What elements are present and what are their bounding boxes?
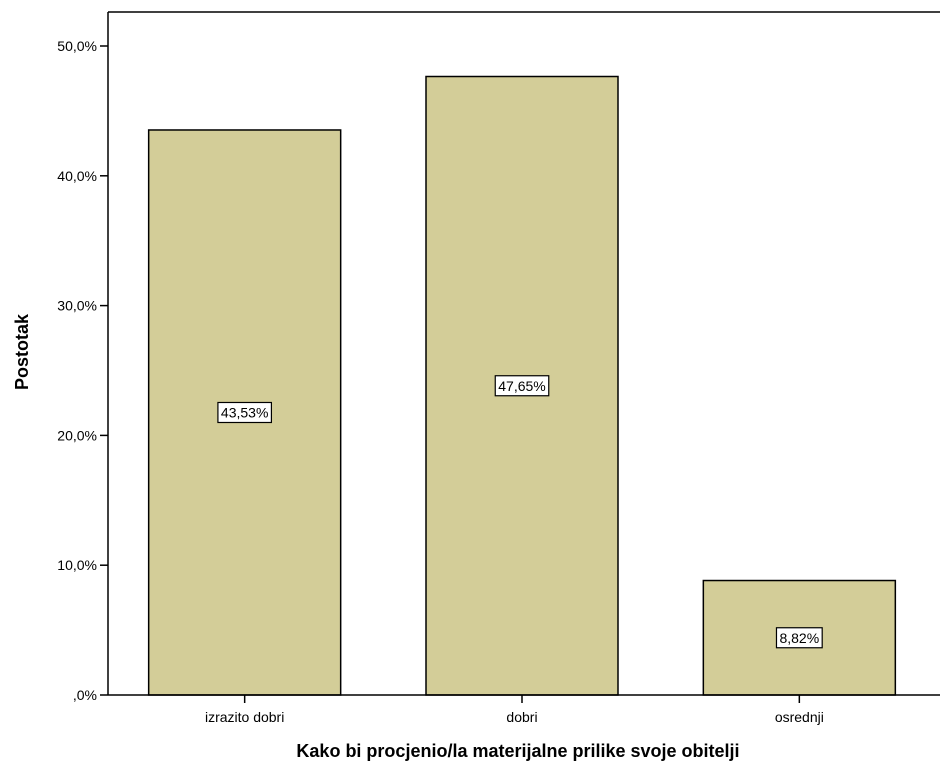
y-tick-label-0: ,0%: [73, 687, 97, 703]
data-label-box-2: [775, 627, 823, 649]
data-label-1: 47,65%: [494, 375, 550, 397]
y-tick-label-3: 30,0%: [57, 298, 97, 314]
x-axis-title: Kako bi procjenio/la materijalne prilike…: [296, 741, 739, 761]
data-label-text-1: 47,65%: [498, 378, 545, 394]
y-tick-label-1: 10,0%: [57, 557, 97, 573]
data-label-0: 43,53%: [217, 401, 273, 424]
data-label-box-1: [494, 375, 550, 397]
y-tick-label-5: 50,0%: [57, 38, 97, 54]
data-label-text-2: 8,82%: [779, 630, 819, 646]
axes-layer: ,0% 10,0% 20,0% 30,0% 40,0% 50,0% izrazito dob…: [57, 11, 940, 725]
data-label-box-0: [217, 401, 273, 424]
x-tick-label-0: izrazito dobri: [205, 709, 284, 725]
y-tick-label-2: 20,0%: [57, 427, 97, 443]
data-label-2: 8,82%: [775, 627, 823, 649]
data-label-text-0: 43,53%: [221, 404, 268, 420]
x-tick-label-1: dobri: [506, 709, 537, 725]
x-tick-label-2: osrednji: [775, 709, 824, 725]
data-labels-layer: 43,53% 47,65% 8,82%: [217, 375, 823, 649]
y-tick-label-4: 40,0%: [57, 168, 97, 184]
y-axis-title: Postotak: [12, 313, 32, 390]
